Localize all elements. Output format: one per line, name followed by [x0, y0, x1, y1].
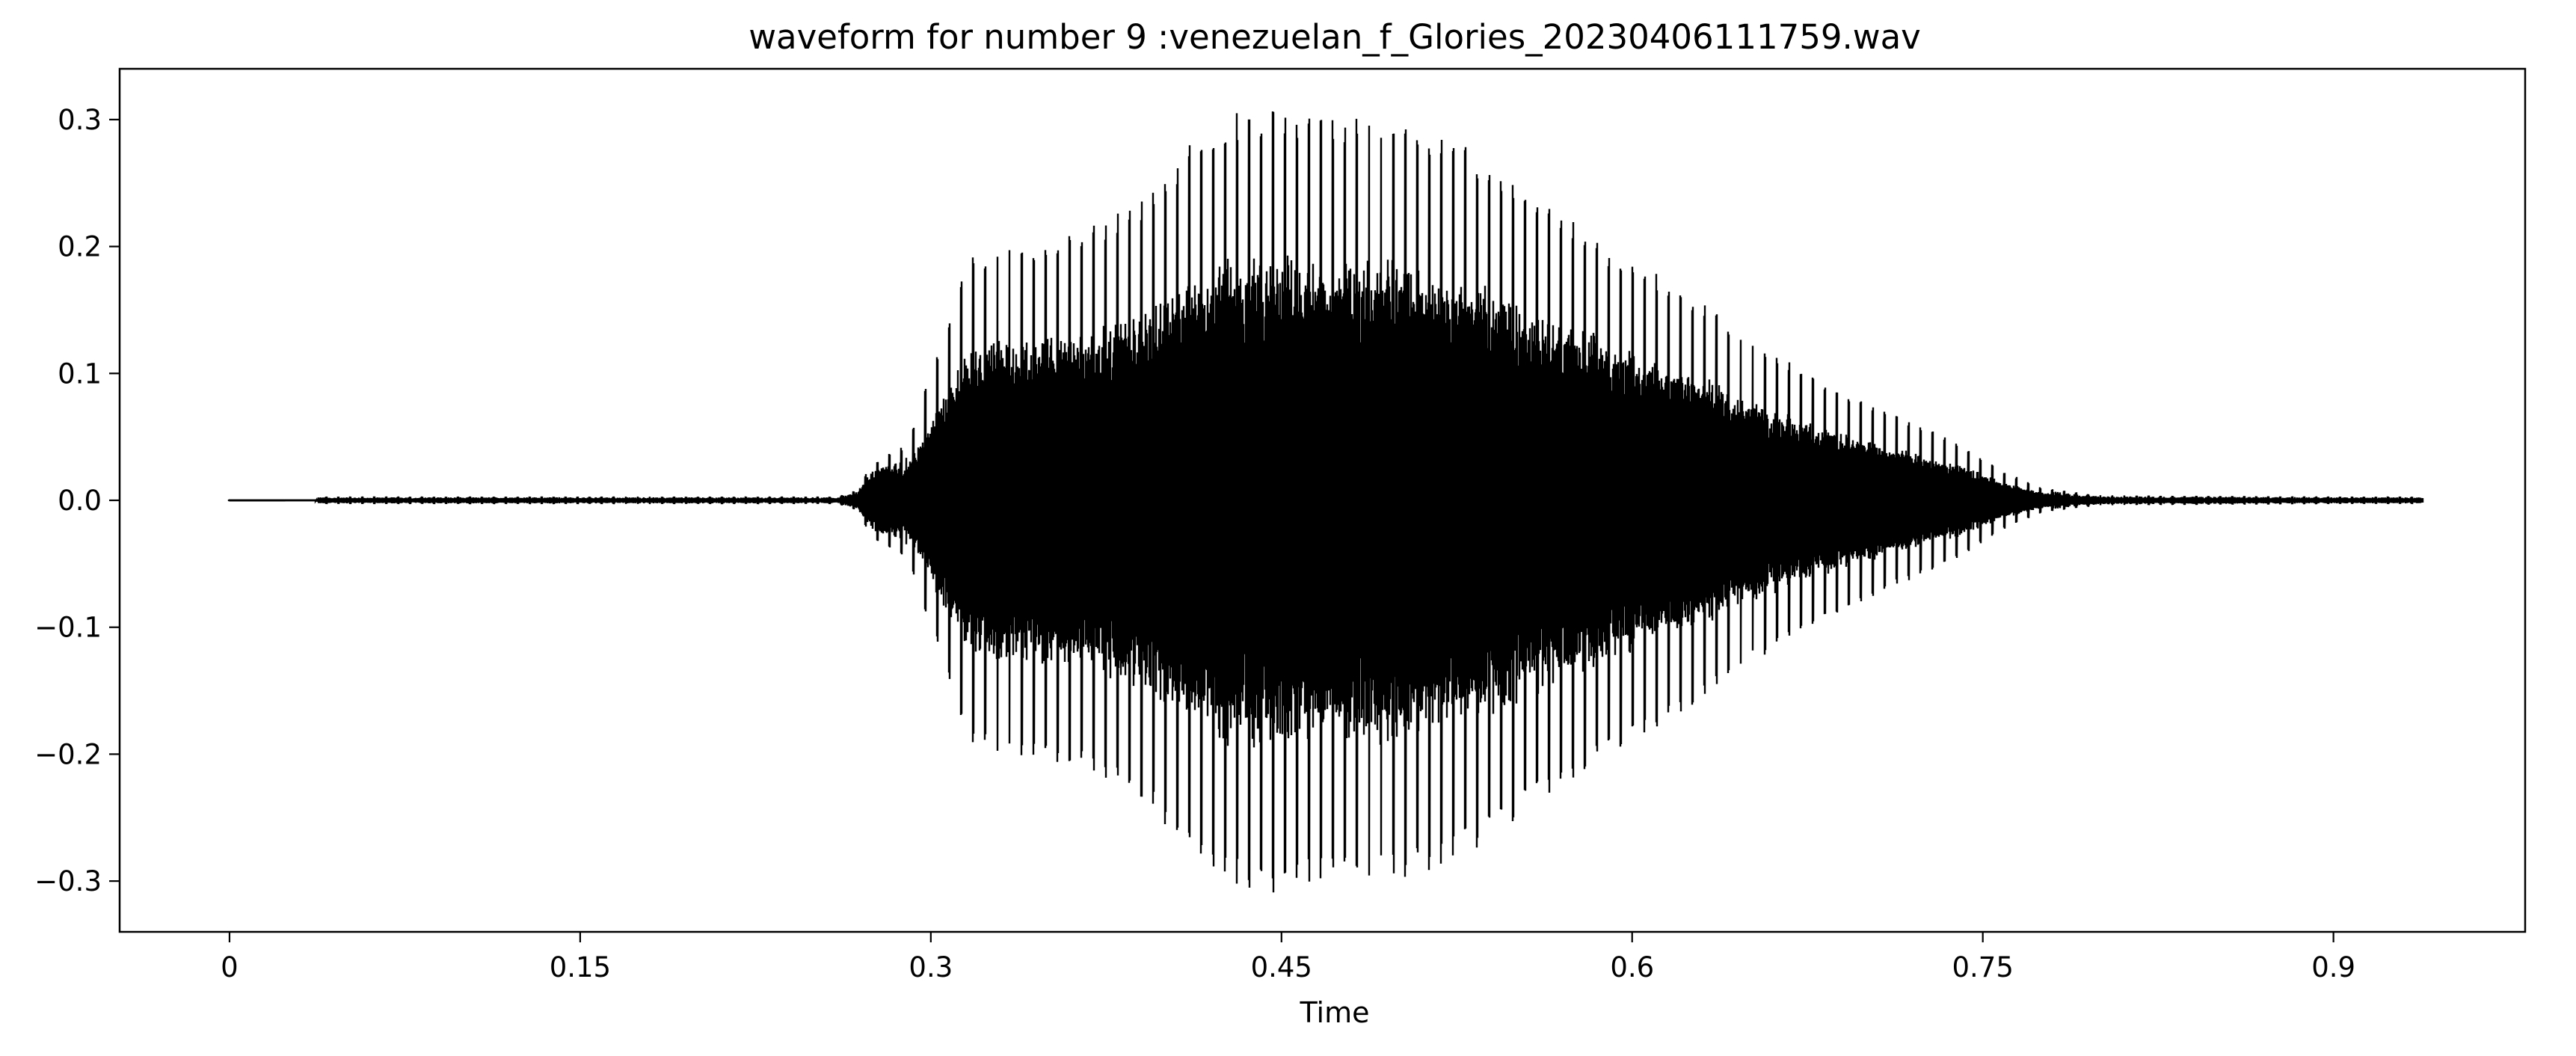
x-tick-label: 0.6 [1610, 951, 1654, 983]
y-tick-label: −0.3 [34, 865, 102, 897]
x-tick-label: 0.15 [550, 951, 611, 983]
x-tick-label: 0.45 [1251, 951, 1312, 983]
x-axis-label: Time [1300, 996, 1370, 1029]
y-tick-label: −0.2 [34, 738, 102, 770]
waveform-line [227, 111, 2424, 893]
y-tick-label: 0.2 [58, 231, 102, 263]
y-tick-label: 0.0 [58, 485, 102, 517]
chart-title: waveform for number 9 :venezuelan_f_Glor… [748, 17, 1921, 57]
x-tick-label: 0.3 [909, 951, 953, 983]
x-tick-label: 0.75 [1952, 951, 2013, 983]
x-tick-label: 0 [221, 951, 239, 983]
y-tick-label: −0.1 [34, 612, 102, 644]
x-axis-ticks: 0 0.15 0.3 0.45 0.6 0.75 0.9 [221, 932, 2355, 983]
plot-area [118, 67, 2527, 933]
y-axis-ticks: −0.3 −0.2 −0.1 0.0 0.1 0.2 0.3 [34, 104, 120, 897]
y-tick-label: 0.1 [58, 357, 102, 390]
y-tick-label: 0.3 [58, 104, 102, 136]
x-tick-label: 0.9 [2311, 951, 2355, 983]
